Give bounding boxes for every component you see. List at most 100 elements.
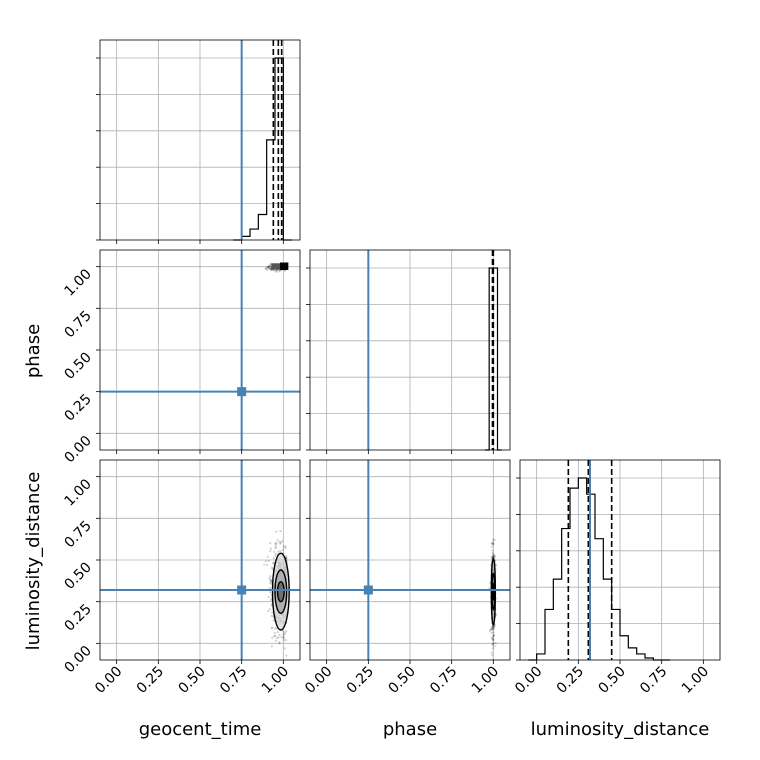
sample-point: [491, 625, 494, 628]
sample-point: [275, 269, 278, 272]
sample-point: [491, 638, 495, 641]
sample-point: [491, 542, 495, 545]
x-tick-label: 0.00: [92, 664, 125, 697]
sample-point: [267, 267, 270, 270]
sample-point: [491, 551, 494, 554]
sample-point: [491, 643, 494, 646]
sample-point: [275, 530, 278, 533]
truth-marker: [237, 387, 247, 397]
sample-point: [274, 634, 277, 638]
sample-point: [269, 598, 272, 602]
sample-point: [491, 643, 495, 646]
sample-point: [489, 629, 492, 632]
y-tick-label: 0.75: [61, 308, 94, 341]
sample-point: [284, 546, 287, 550]
sample-point: [277, 636, 280, 639]
sample-point: [491, 636, 494, 639]
histogram-bin: [250, 229, 258, 240]
histogram-panel-geocent-time: [96, 39, 301, 244]
y-tick-label: 0.25: [61, 601, 94, 634]
sample-point: [265, 563, 269, 567]
density-contour: [491, 582, 495, 601]
sample-point: [274, 639, 277, 642]
sample-point: [284, 639, 287, 642]
histogram-bin: [553, 579, 561, 660]
sample-point: [273, 635, 276, 638]
sample-point: [492, 634, 495, 637]
sample-point: [274, 542, 277, 545]
sample-point: [263, 563, 266, 566]
sample-point: [280, 636, 283, 639]
sample-point: [492, 642, 495, 645]
x-tick-label: 0.50: [175, 664, 208, 697]
sample-point: [272, 557, 275, 560]
sample-point: [270, 268, 273, 271]
sample-point: [492, 634, 495, 637]
density-block: [271, 263, 280, 270]
x-tick-label: 1.00: [679, 664, 712, 697]
density-contour: [276, 580, 285, 603]
sample-point: [269, 262, 273, 266]
sample-point: [490, 627, 493, 631]
sample-point: [269, 578, 272, 582]
sample-point: [275, 270, 278, 273]
sample-point: [285, 654, 288, 657]
sample-point: [278, 641, 281, 644]
sample-point: [284, 545, 287, 548]
sample-point: [493, 554, 496, 557]
sample-point: [266, 268, 269, 272]
x-tick-label: 0.50: [595, 664, 628, 697]
scatter-panel-luminosity-distance-vs-geocent-time: 0.00 0.25 0.50 0.75 1.000.000.250.500.751.00: [61, 459, 301, 697]
sample-point: [275, 543, 278, 546]
sample-point: [274, 269, 277, 272]
histogram-bin: [258, 215, 266, 240]
sample-point: [273, 631, 276, 635]
sample-point: [269, 550, 272, 553]
sample-point: [274, 547, 277, 550]
sample-point: [267, 559, 270, 563]
sample-point: [270, 627, 273, 630]
sample-point: [492, 631, 495, 634]
sample-point: [282, 636, 285, 639]
sample-point: [271, 626, 274, 629]
sample-point: [269, 591, 272, 594]
sample-point: [491, 637, 494, 640]
sample-point: [490, 626, 494, 629]
sample-point: [492, 638, 495, 642]
sample-point: [491, 628, 495, 631]
sample-point: [271, 611, 274, 614]
x-tick-label: 1.00: [259, 664, 292, 697]
sample-point: [283, 647, 286, 650]
sample-point: [274, 552, 278, 555]
sample-point: [268, 576, 271, 580]
density-block: [280, 262, 289, 270]
sample-point: [272, 268, 275, 271]
sample-point: [492, 627, 495, 631]
sample-point: [492, 625, 496, 628]
sample-point: [269, 541, 272, 545]
sample-point: [268, 264, 271, 267]
truth-marker: [237, 585, 247, 595]
sample-point: [278, 270, 281, 273]
y-tick-label: 0.75: [61, 518, 94, 551]
sample-point: [274, 627, 277, 630]
x-axis-label-phase: phase: [383, 719, 437, 740]
sample-point: [284, 631, 287, 635]
sample-point: [492, 552, 495, 556]
sample-point: [270, 566, 273, 570]
histogram-bin: [603, 579, 611, 660]
sample-point: [492, 642, 495, 645]
sample-point: [267, 609, 270, 613]
x-tick-label: 1.00: [469, 664, 502, 697]
y-tick-label: 1.00: [61, 476, 94, 509]
histogram-bin: [537, 654, 545, 660]
sample-point: [493, 645, 496, 648]
sample-point: [266, 266, 270, 269]
sample-point: [282, 548, 285, 551]
sample-point: [491, 538, 495, 541]
sample-point: [491, 549, 494, 552]
sample-point: [282, 633, 285, 636]
sample-point: [269, 267, 272, 270]
sample-point: [285, 630, 288, 633]
